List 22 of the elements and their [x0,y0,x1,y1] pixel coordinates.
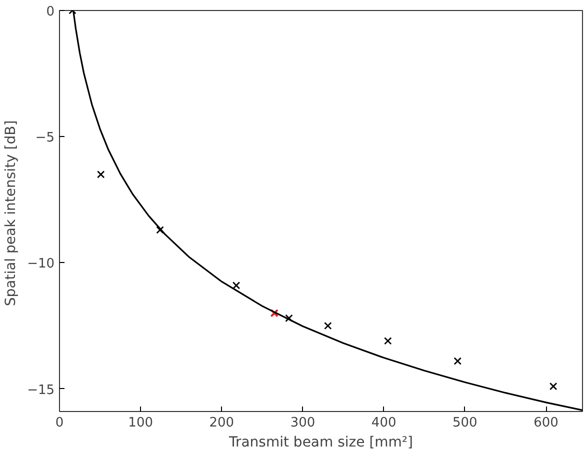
x-tick-label: 100 [128,416,154,430]
point [324,322,332,330]
x-axis-title: Transmit beam size [mm²] [228,434,414,450]
point [454,357,462,365]
point [232,282,240,290]
point [384,337,392,345]
point [156,226,164,234]
x-tick-label: 200 [209,416,234,430]
y-axis-title: Spatial peak intensity [dB] [3,120,20,306]
x-tick-label: 300 [290,416,316,430]
y-tick-label: 0 [46,4,55,20]
x-tick-label: 500 [452,416,478,430]
line-series [72,10,582,412]
point [96,170,105,178]
x-tick-label: 600 [534,416,558,430]
x-tick-label: 400 [371,416,396,430]
y-tick-label: −5 [35,130,55,146]
point [285,314,293,322]
point [549,382,558,390]
y-tick-label: −10 [27,256,55,272]
y-tick-label: −15 [27,382,55,398]
point [270,308,279,318]
